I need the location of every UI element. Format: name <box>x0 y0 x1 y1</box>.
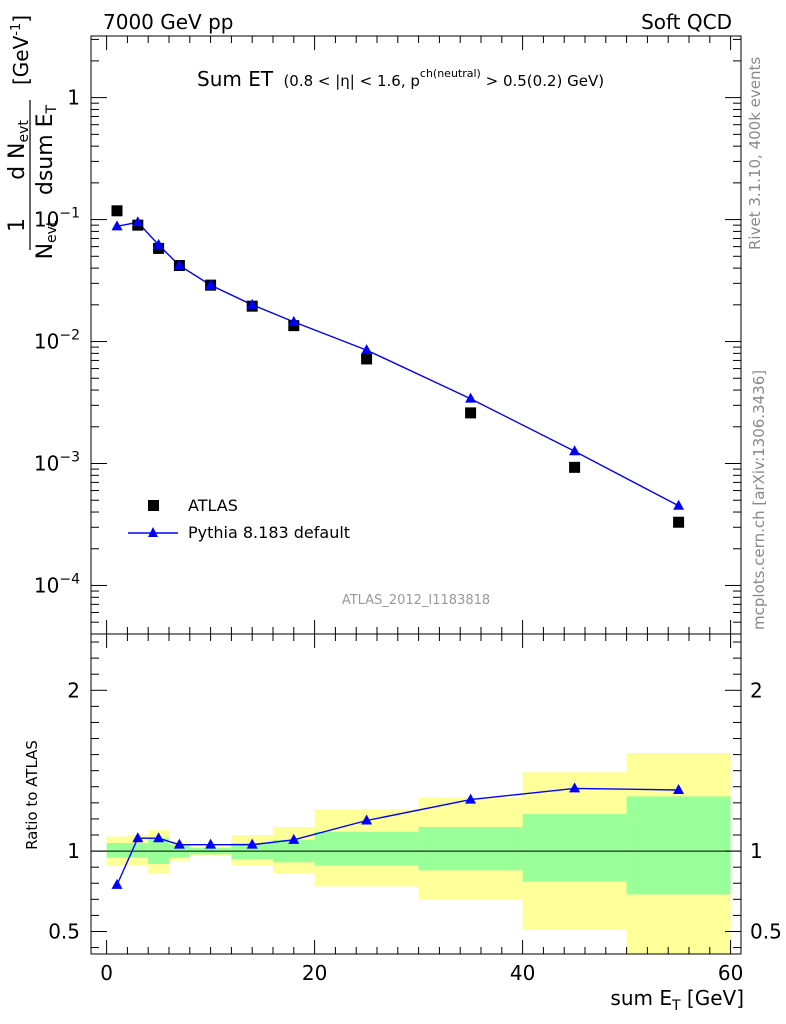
atlas-data-point <box>111 205 123 217</box>
main-y-tick-label: 10−1 <box>34 206 80 232</box>
legend-atlas-label: ATLAS <box>188 496 238 515</box>
ratio-x-tick-labels: 0 20 40 60 <box>100 961 743 985</box>
ratio-data-point <box>153 832 165 843</box>
ratio-band-green <box>522 814 627 882</box>
pythia-data-point <box>465 392 477 403</box>
main-plot: 10−4 10−3 10−2 10−1 1 Sum ET (0.8 < |η| < 1.… <box>5 15 742 635</box>
pythia-data-point <box>569 445 581 456</box>
plot-title-main: Sum ET <box>197 67 274 91</box>
ratio-data-point <box>465 793 477 804</box>
ratio-y-tick-label-left: 2 <box>67 678 80 702</box>
main-y-tick-label: 1 <box>67 86 80 110</box>
ratio-x-tick-label: 60 <box>718 961 743 985</box>
mcplots-label: mcplots.cern.ch [arXiv:1306.3436] <box>750 370 768 630</box>
ratio-data-point <box>288 833 300 844</box>
plot-title-cut-sup: ch(neutral) <box>420 67 481 80</box>
ratio-y-tick-label-right: 0.5 <box>750 919 782 943</box>
legend-atlas-marker <box>148 500 159 511</box>
pythia-data-point <box>111 220 123 231</box>
main-y-tick-label: 10−4 <box>34 571 80 597</box>
ratio-x-tick-label: 20 <box>302 961 327 985</box>
atlas-series-points <box>111 205 685 528</box>
energy-label: 7000 GeV pp <box>103 10 234 34</box>
pythia-data-point <box>173 259 185 270</box>
ratio-y-tick-label-left: 0.5 <box>48 919 80 943</box>
ratio-x-tick-label: 0 <box>100 961 113 985</box>
ratio-band-green <box>127 843 149 858</box>
ratio-x-tick-label: 40 <box>510 961 535 985</box>
atlas-data-point <box>569 461 581 473</box>
ratio-plot-frame <box>90 633 742 955</box>
ratio-y-ticks <box>91 641 741 949</box>
ylabel-frac1-den: Nevt <box>33 220 60 259</box>
atlas-data-point <box>673 516 685 528</box>
pythia-series-points <box>111 216 685 510</box>
ratio-data-point <box>569 782 581 793</box>
ratio-band-green <box>626 796 731 895</box>
main-plot-frame <box>90 35 742 635</box>
category-label: Soft QCD <box>641 10 732 34</box>
ratio-data-point <box>673 783 685 794</box>
ylabel-unit: [GeV-1] <box>9 15 33 85</box>
main-y-tick-label: 10−3 <box>34 450 80 476</box>
main-y-axis-label: 1 Nevt d Nevt dsum ET [GeV-1] <box>5 15 60 259</box>
ratio-y-tick-labels: 0.5 0.5 1 1 2 2 <box>48 678 782 943</box>
pythia-data-point <box>205 279 217 290</box>
legend: ATLAS Pythia 8.183 default <box>128 496 350 542</box>
plot-title: Sum ET (0.8 < |η| < 1.6, pch(neutral) > … <box>197 67 604 91</box>
rivet-label: Rivet 3.1.10, 400k events <box>746 57 764 250</box>
atlas-data-point <box>361 353 373 365</box>
pythia-data-point <box>673 499 685 510</box>
x-axis-label: sum ET [GeV] <box>610 986 744 1014</box>
pythia-series-line <box>116 221 679 507</box>
pythia-data-point <box>153 238 165 249</box>
ylabel-frac2-num: d Nevt <box>5 120 32 180</box>
plot-title-cut-b: > 0.5(0.2) GeV) <box>481 72 604 90</box>
ratio-y-axis-label: Ratio to ATLAS <box>23 740 41 850</box>
pythia-data-point <box>361 344 373 355</box>
ratio-y-tick-label-left: 1 <box>67 839 80 863</box>
ratio-band-green <box>106 843 128 858</box>
main-y-tick-label: 10−2 <box>34 328 80 354</box>
analysis-label: ATLAS_2012_I1183818 <box>342 593 490 608</box>
ratio-series-points <box>111 782 685 889</box>
pythia-data-point <box>246 298 258 309</box>
ratio-data-point <box>205 838 217 849</box>
ratio-band-green <box>314 831 419 866</box>
ratio-plot: 0 20 40 60 0.5 0.5 1 1 2 2 Ratio to ATLAS sum ET… <box>23 633 782 1014</box>
ratio-data-point <box>173 838 185 849</box>
main-x-ticks <box>106 36 732 634</box>
legend-pythia-label: Pythia 8.183 default <box>188 523 350 542</box>
legend-pythia-marker <box>148 527 158 537</box>
main-y-ticks <box>91 38 741 635</box>
main-y-tick-labels: 10−4 10−3 10−2 10−1 1 <box>34 86 80 598</box>
ratio-y-tick-label-right: 2 <box>750 678 763 702</box>
ratio-band-green <box>418 826 523 871</box>
pythia-data-point <box>132 216 144 227</box>
ratio-data-point <box>132 832 144 843</box>
ratio-data-point <box>111 878 123 889</box>
ratio-data-point <box>361 814 373 825</box>
pythia-data-point <box>288 315 300 326</box>
ylabel-frac2-den: dsum ET <box>33 104 60 195</box>
ratio-y-tick-label-right: 1 <box>750 839 763 863</box>
ratio-uncertainty-bands <box>106 752 731 954</box>
ratio-data-point <box>246 838 258 849</box>
atlas-data-point <box>465 407 477 419</box>
ratio-x-ticks <box>106 634 732 954</box>
ylabel-frac1-num: 1 <box>5 218 30 232</box>
plot-title-cut-a: (0.8 < |η| < 1.6, p <box>283 72 419 90</box>
